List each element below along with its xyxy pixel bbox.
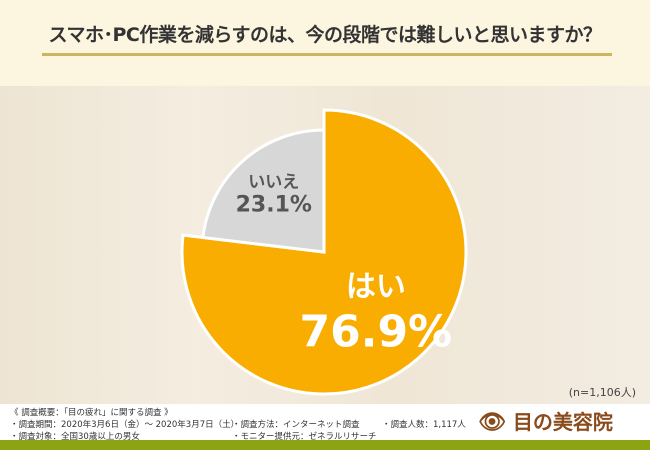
survey-target: ・調査対象：全国30歳以上の男女 bbox=[10, 432, 140, 442]
footer-bar bbox=[0, 440, 650, 450]
slice-value-1: 23.1% bbox=[236, 192, 312, 217]
pie-slice-1 bbox=[201, 128, 326, 254]
header: スマホ･PC作業を減らすのは、今の段階では難しいと思いますか？ bbox=[0, 0, 650, 86]
survey-method: ・調査方法：インターネット調査 bbox=[232, 420, 360, 430]
slice-label-1: いいえ bbox=[248, 172, 299, 192]
title-underline bbox=[42, 53, 612, 56]
survey-footer: 《 調査概要：「目の疲れ」に関する調査 》 ・調査期間：2020年3月6日（金）… bbox=[0, 404, 650, 442]
slice-label-0: はい bbox=[346, 269, 406, 304]
sample-size-note: (n=1,106人) bbox=[568, 386, 636, 399]
survey-count: ・調査人数：1,117人 bbox=[382, 420, 466, 430]
logo: 👁 目の美容院 bbox=[478, 406, 638, 436]
survey-summary: 《 調査概要：「目の疲れ」に関する調査 》 bbox=[10, 408, 173, 418]
eye-logo-icon: 👁 bbox=[478, 409, 506, 435]
chart-title: スマホ･PC作業を減らすのは、今の段階では難しいと思いますか？ bbox=[48, 24, 602, 46]
slice-value-0: 76.9% bbox=[300, 306, 453, 357]
survey-period: ・調査期間：2020年3月6日（金）～ 2020年3月7日（土） bbox=[10, 420, 240, 430]
survey-provider: ・モニター提供元：ゼネラルリサーチ bbox=[232, 432, 377, 442]
logo-text: 目の美容院 bbox=[512, 410, 613, 434]
